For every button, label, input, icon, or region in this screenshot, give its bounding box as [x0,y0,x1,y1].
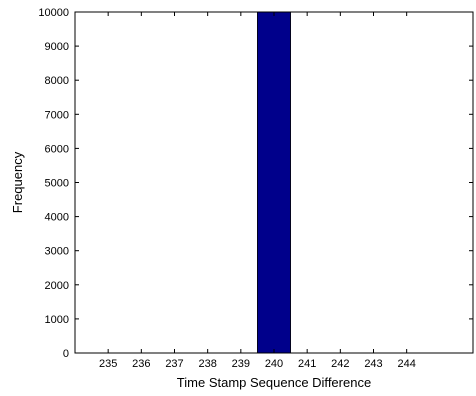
y-axis-title: Frequency [10,151,25,213]
y-tick-label: 1000 [45,314,69,326]
y-tick-label: 2000 [45,280,69,292]
y-tick-label: 0 [63,348,69,360]
y-tick-label: 8000 [45,75,69,87]
y-tick-label: 4000 [45,212,69,224]
y-tick-label: 10000 [38,7,69,19]
y-tick-label: 7000 [45,109,69,121]
y-tick-label: 6000 [45,143,69,155]
x-tick-label: 236 [132,358,150,370]
x-tick-label: 241 [298,358,316,370]
x-tick-label: 237 [165,358,183,370]
x-tick-label: 239 [232,358,250,370]
x-tick-label: 244 [397,358,415,370]
x-tick-label: 238 [198,358,216,370]
x-tick-label: 243 [364,358,382,370]
bars-layer [257,11,291,354]
y-tick-label: 5000 [45,178,69,190]
x-tick-label: 235 [99,358,117,370]
y-tick-label: 3000 [45,246,69,258]
x-tick-label: 242 [331,358,349,370]
ticks-layer: 235 236 237 238 239 240 241 242 243 244 0 1000 2000 3… [38,7,473,370]
x-tick-label: 240 [265,358,283,370]
y-tick-label: 9000 [45,41,69,53]
histogram-bar-0 [257,11,291,354]
x-axis-title: Time Stamp Sequence Difference [177,375,371,390]
